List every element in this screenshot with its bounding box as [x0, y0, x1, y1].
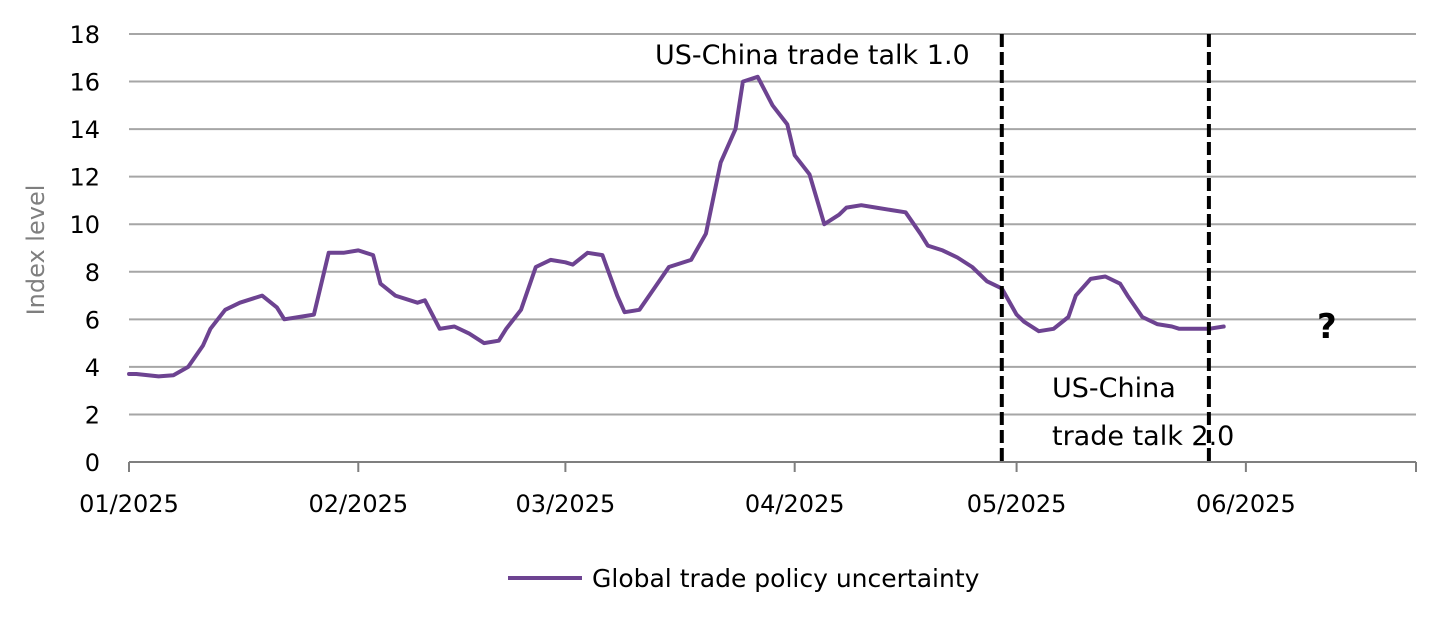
annotation-trade-talk-2-line1: US-China [1052, 373, 1176, 404]
y-tick-label: 6 [85, 306, 100, 334]
x-tick-label: 04/2025 [745, 490, 845, 518]
y-tick-label: 4 [85, 354, 100, 382]
series-line [127, 74, 1226, 379]
legend-label: Global trade policy uncertainty [592, 564, 980, 593]
series-group [127, 74, 1226, 379]
gridlines [129, 33, 1416, 416]
y-tick-label: 10 [69, 211, 100, 239]
x-axis: 01/2025 02/2025 03/2025 04/2025 05/2025 06/20… [79, 461, 1417, 518]
annotation-question-mark: ? [1317, 307, 1337, 347]
y-tick-label: 18 [69, 21, 100, 49]
x-tick-label: 02/2025 [308, 490, 408, 518]
x-tick-label: 05/2025 [967, 490, 1067, 518]
x-tick-label: 06/2025 [1196, 490, 1296, 518]
y-axis-label: Index level [22, 185, 50, 316]
annotation-trade-talk-1: US-China trade talk 1.0 [655, 40, 970, 71]
y-tick-label: 12 [69, 164, 100, 192]
x-tick-label: 03/2025 [516, 490, 616, 518]
y-tick-label: 2 [85, 401, 100, 429]
legend: Global trade policy uncertainty [508, 564, 980, 593]
annotation-trade-talk-2-line2: trade talk 2.0 [1052, 421, 1234, 452]
y-tick-label: 16 [69, 69, 100, 97]
x-tick-label: 01/2025 [79, 490, 179, 518]
y-tick-label: 0 [85, 449, 100, 477]
y-tick-label: 14 [69, 116, 100, 144]
y-axis-ticks: 0 2 4 6 8 10 12 14 16 18 [69, 21, 100, 477]
y-tick-label: 8 [85, 259, 100, 287]
